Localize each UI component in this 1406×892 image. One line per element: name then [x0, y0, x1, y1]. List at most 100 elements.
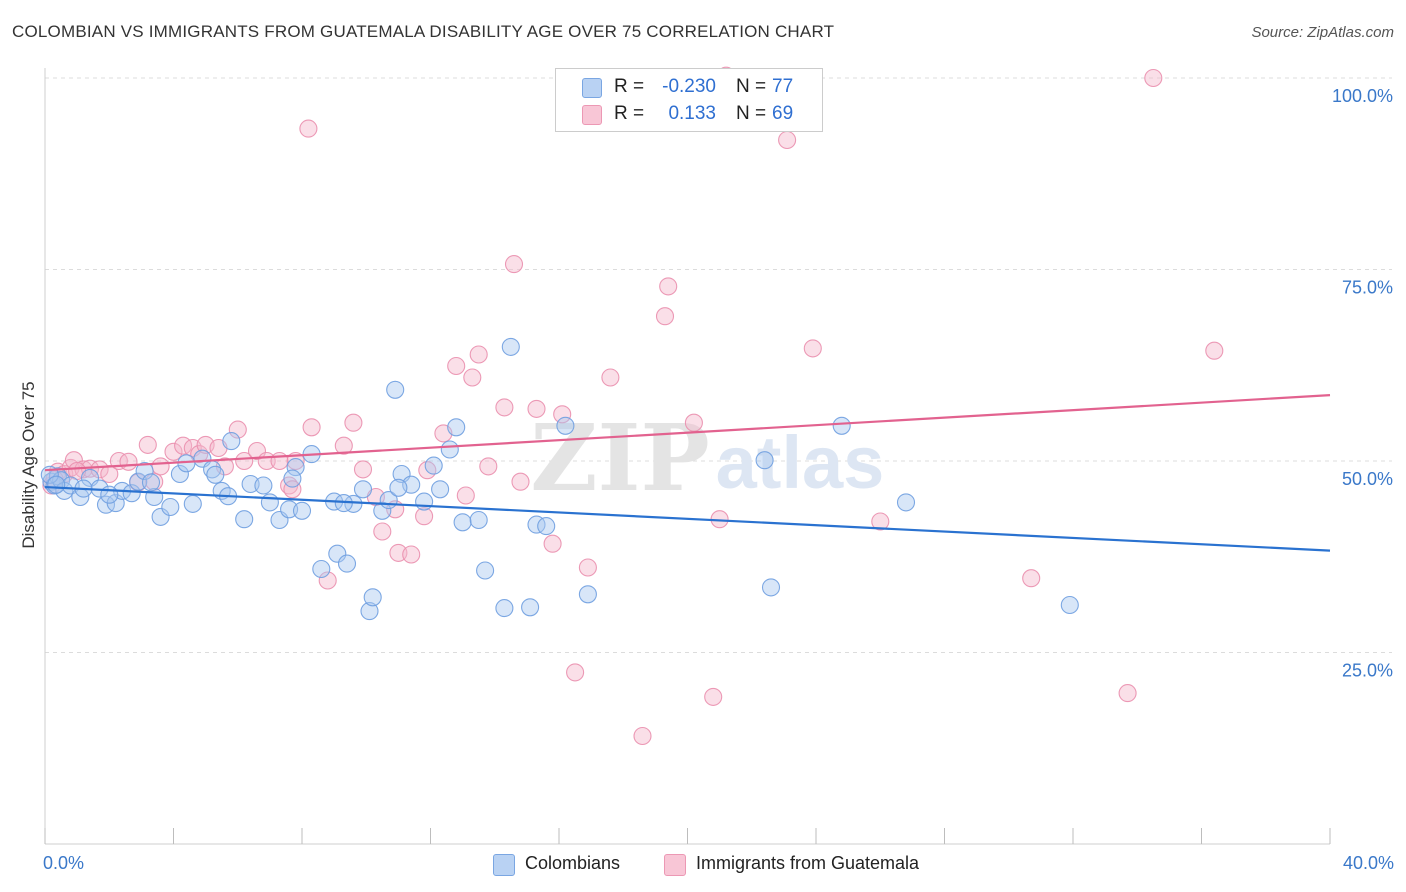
- data-point-colombians: [151, 507, 170, 526]
- data-point-colombians: [896, 493, 916, 512]
- chart-title: COLOMBIAN VS IMMIGRANTS FROM GUATEMALA D…: [12, 22, 835, 41]
- stats-legend-row-colombians: R = -0.230 N = 77: [556, 74, 822, 100]
- data-point-guatemala: [655, 307, 675, 326]
- data-point-colombians: [386, 380, 405, 399]
- data-point-guatemala: [456, 486, 475, 505]
- watermark-atlas: atlas: [716, 421, 885, 504]
- data-point-colombians: [183, 494, 202, 513]
- data-point-colombians: [170, 464, 189, 484]
- legend-swatch-pink: [664, 854, 686, 876]
- data-point-colombians: [476, 561, 495, 580]
- data-point-guatemala: [659, 277, 678, 296]
- data-point-guatemala: [803, 339, 822, 358]
- data-point-guatemala: [228, 420, 247, 439]
- data-point-colombians: [141, 473, 161, 492]
- data-point-colombians: [447, 418, 466, 437]
- data-point-guatemala: [704, 687, 723, 706]
- data-point-colombians: [556, 416, 575, 435]
- data-point-guatemala: [299, 119, 318, 138]
- data-point-colombians: [161, 497, 180, 517]
- data-point-colombians: [312, 559, 331, 579]
- trend-lines: [44, 394, 1331, 552]
- data-point-colombians: [501, 337, 520, 356]
- data-point-guatemala: [344, 413, 363, 432]
- data-point-colombians: [100, 485, 119, 504]
- y-tick-label: 25.0%: [1342, 661, 1393, 681]
- data-point-colombians: [360, 602, 379, 621]
- r-value: -0.230: [662, 76, 716, 97]
- data-point-guatemala: [119, 452, 138, 471]
- data-point-guatemala: [479, 457, 498, 476]
- data-point-colombians: [755, 451, 774, 470]
- data-point-guatemala: [415, 507, 434, 526]
- data-point-guatemala: [402, 545, 421, 564]
- r-label: R =: [614, 76, 645, 97]
- data-point-colombians: [337, 554, 357, 573]
- x-tick-label: 0.0%: [43, 853, 84, 873]
- data-point-colombians: [353, 480, 373, 499]
- data-point-guatemala: [1205, 341, 1224, 360]
- data-point-colombians: [254, 476, 273, 495]
- data-point-colombians: [469, 510, 488, 530]
- series-guatemala-points: [42, 66, 1224, 746]
- data-point-guatemala: [1022, 569, 1041, 588]
- legend-swatch-blue: [582, 78, 602, 98]
- axes: [44, 68, 1331, 845]
- data-point-colombians: [431, 480, 450, 499]
- data-point-guatemala: [578, 558, 597, 577]
- trend-line-colombians: [44, 485, 1331, 552]
- series-legend: Colombians Immigrants from Guatemala: [0, 852, 1406, 878]
- data-point-guatemala: [566, 663, 585, 682]
- data-point-guatemala: [511, 472, 530, 491]
- r-value: 0.133: [668, 103, 716, 124]
- data-point-colombians: [235, 510, 254, 529]
- data-point-colombians: [135, 461, 154, 481]
- data-point-colombians: [832, 416, 851, 435]
- source-note: Source: ZipAtlas.com: [1251, 24, 1394, 41]
- data-point-colombians: [206, 465, 225, 484]
- tick-labels: 25.0% 50.0% 75.0% 100.0% 0.0% 40.0%: [43, 86, 1394, 873]
- data-point-guatemala: [553, 405, 572, 424]
- data-point-colombians: [222, 432, 241, 451]
- y-tick-label: 100.0%: [1332, 86, 1393, 106]
- data-point-guatemala: [871, 512, 890, 531]
- data-point-colombians: [363, 588, 382, 607]
- data-point-colombians: [578, 585, 597, 604]
- n-label: N =: [736, 76, 767, 97]
- data-point-colombians: [328, 544, 347, 563]
- data-point-colombians: [260, 493, 279, 512]
- x-tick-label: 40.0%: [1343, 853, 1394, 873]
- data-point-guatemala: [543, 534, 562, 553]
- data-point-colombians: [47, 475, 66, 494]
- data-point-colombians: [389, 478, 408, 497]
- series-colombians-points: [40, 337, 1079, 621]
- gridlines: [45, 77, 1392, 653]
- data-point-guatemala: [235, 451, 254, 471]
- data-point-guatemala: [418, 461, 437, 480]
- data-point-guatemala: [373, 522, 392, 541]
- n-label: N =: [736, 103, 767, 124]
- r-label: R =: [614, 103, 645, 124]
- data-point-guatemala: [684, 413, 703, 432]
- data-point-colombians: [453, 513, 472, 532]
- data-point-colombians: [344, 494, 363, 513]
- legend-label-colombians: Colombians: [525, 853, 621, 873]
- data-point-colombians: [145, 487, 164, 507]
- trend-line-guatemala: [44, 394, 1331, 472]
- data-point-guatemala: [138, 435, 157, 454]
- data-point-colombians: [424, 456, 443, 475]
- data-point-colombians: [415, 492, 434, 511]
- data-point-colombians: [537, 517, 556, 536]
- legend-swatch-blue: [493, 854, 515, 876]
- data-point-colombians: [495, 599, 514, 618]
- data-point-colombians: [286, 458, 305, 477]
- n-value: 69: [772, 103, 794, 124]
- data-point-colombians: [521, 598, 540, 617]
- data-point-colombians: [527, 515, 546, 534]
- data-point-guatemala: [495, 398, 514, 417]
- data-point-colombians: [373, 501, 392, 520]
- data-point-colombians: [292, 501, 312, 520]
- n-value: 77: [772, 76, 794, 97]
- data-point-guatemala: [527, 399, 546, 418]
